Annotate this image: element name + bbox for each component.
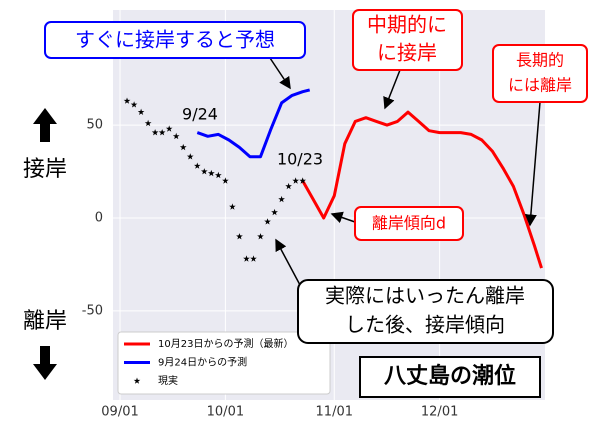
star-point [130, 101, 138, 108]
point-label: 10/23 [277, 150, 323, 169]
star-point [179, 143, 187, 151]
legend-label: 現実 [158, 374, 178, 387]
arrow [383, 69, 401, 110]
callout-text: 離岸傾向d [372, 214, 446, 233]
legend [117, 331, 331, 395]
star-point [285, 182, 292, 190]
star-point [271, 208, 278, 216]
legend-label: 10月23日からの予測（最新） [158, 337, 293, 350]
star-point [172, 132, 180, 140]
side-label: 離岸 [23, 309, 67, 334]
star-point [144, 119, 152, 127]
star-point [222, 177, 229, 184]
callout [352, 9, 463, 71]
star-point [264, 218, 271, 225]
star-point [229, 203, 236, 210]
legend-label: 9月24日からの予測 [158, 356, 247, 369]
series-line [301, 110, 543, 269]
star-point [236, 233, 243, 240]
y-tick-label: -50 [82, 303, 103, 318]
callout [354, 206, 464, 241]
callout-text: には離岸 [508, 76, 572, 95]
star-point [215, 171, 222, 179]
x-tick-label: 11/01 [316, 405, 353, 420]
star-point [158, 129, 166, 136]
star-point [137, 108, 145, 115]
arrow [330, 211, 356, 224]
callout [44, 21, 306, 59]
x-tick-label: 12/01 [421, 405, 458, 420]
title-box [359, 356, 541, 398]
star-point [257, 233, 264, 240]
arrow [275, 238, 301, 286]
callout-text: した後、接岸傾向 [345, 313, 505, 337]
arrow [269, 57, 291, 90]
callout-text: すぐに接岸すると予想 [75, 28, 275, 52]
star-point [243, 255, 250, 262]
star-point [151, 129, 159, 136]
legend-swatch [133, 377, 141, 384]
star-point [250, 255, 257, 262]
star-point [278, 195, 285, 203]
star-point [208, 169, 215, 177]
callout-text: 中期的に [367, 13, 447, 37]
y-tick-label: 50 [86, 118, 103, 133]
arrow [524, 101, 541, 227]
star-point [186, 153, 194, 160]
callout-text: 長期的 [516, 51, 564, 70]
star-point [299, 177, 306, 184]
x-tick-label: 09/01 [101, 405, 138, 420]
star-point [201, 168, 208, 175]
star-point [165, 125, 173, 132]
series-line [196, 88, 311, 159]
callout-text: に接岸 [377, 41, 437, 65]
y-tick-label: 0 [95, 211, 103, 226]
x-tick-label: 10/01 [207, 405, 244, 420]
star-point [194, 162, 201, 169]
down-arrow [33, 346, 57, 380]
chart-title: 八丈島の潮位 [384, 363, 516, 389]
star-point [123, 97, 131, 104]
callout [492, 44, 588, 103]
callout-text: 実際にはいったん離岸 [325, 284, 525, 308]
up-arrow [33, 108, 57, 142]
star-point [292, 177, 299, 184]
point-label: 9/24 [182, 105, 218, 124]
callout [297, 279, 554, 344]
side-label: 接岸 [23, 157, 67, 182]
